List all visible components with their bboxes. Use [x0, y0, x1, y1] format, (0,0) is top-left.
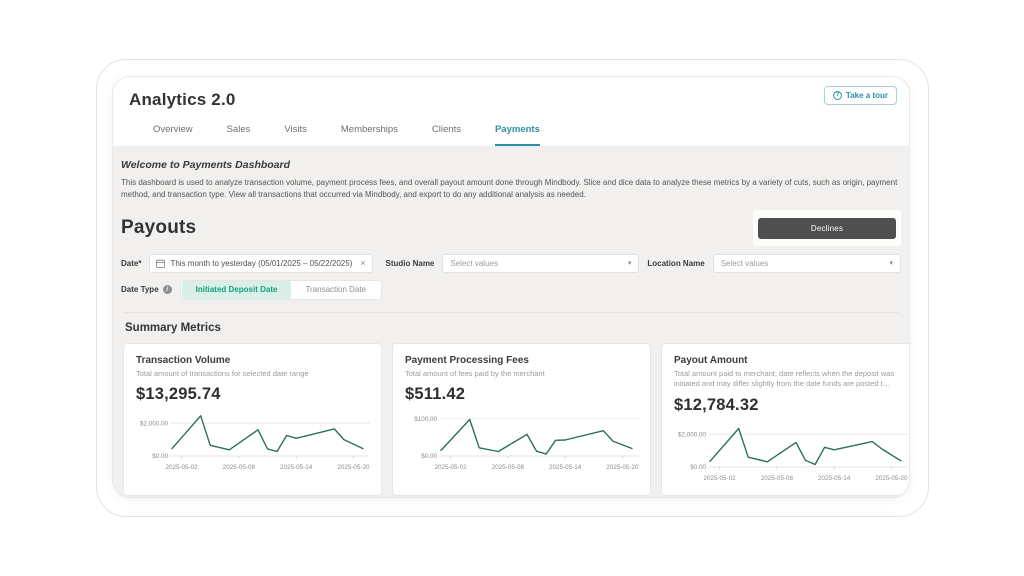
svg-text:$2,000.00: $2,000.00	[140, 421, 169, 428]
svg-text:2025-05-14: 2025-05-14	[280, 464, 313, 471]
help-icon: ?	[832, 91, 842, 100]
metric-value: $12,784.32	[674, 395, 759, 414]
svg-text:$2,000.00: $2,000.00	[678, 431, 707, 438]
declines-highlight-panel: Declines	[753, 210, 901, 247]
chart-container: $2,000.00 $0.00 2025-05-02 2025-05-08 2025-0…	[136, 410, 370, 472]
tab-visits[interactable]: Visits	[284, 124, 307, 135]
date-filter-label: Date*	[121, 258, 142, 268]
date-type-label: Date Type	[121, 285, 159, 295]
card-subtitle: Total amount of transactions for selecte…	[136, 368, 309, 378]
take-a-tour-label: Take a tour	[845, 91, 888, 100]
payouts-heading: Payouts	[121, 217, 197, 239]
tab-clients[interactable]: Clients	[431, 124, 461, 135]
declines-button[interactable]: Declines	[758, 217, 896, 239]
payment-processing-fees-chart: $100.00 $0.00 2025-05-02 2025-05-08 2025-05-…	[414, 416, 639, 471]
card-title: Transaction Volume	[136, 354, 231, 366]
calendar-icon	[156, 259, 166, 268]
card-subtitle: Total amount of fees paid by the merchan…	[405, 368, 545, 378]
location-name-label: Location Name	[647, 258, 705, 268]
svg-text:$0.00: $0.00	[421, 453, 437, 460]
chevron-down-icon: ▾	[889, 260, 893, 268]
chart-container: $100.00 $0.00 2025-05-02 2025-05-08 2025-05-…	[405, 410, 639, 472]
filter-row-primary: Date* This month to yesterday (05/01/202…	[121, 253, 901, 273]
clear-date-icon[interactable]: ×	[360, 258, 366, 269]
take-a-tour-button[interactable]: ? Take a tour	[823, 86, 897, 105]
tab-overview[interactable]: Overview	[153, 124, 193, 135]
toggle-initiated-deposit-date[interactable]: Initiated Deposit Date	[181, 280, 292, 299]
payout-amount-card: Payout Amount Total amount paid to merch…	[661, 342, 909, 496]
tab-memberships[interactable]: Memberships	[340, 124, 398, 135]
page-title: Analytics 2.0	[129, 90, 236, 109]
svg-text:2025-05-08: 2025-05-08	[223, 464, 256, 471]
studio-select-placeholder: Select values	[450, 258, 498, 268]
svg-text:$0.00: $0.00	[690, 464, 706, 471]
date-range-input[interactable]: This month to yesterday (05/01/2025 – 05…	[149, 253, 374, 273]
location-select-placeholder: Select values	[720, 258, 769, 268]
card-subtitle: Total amount paid to merchant; date refl…	[674, 368, 895, 389]
svg-text:2025-05-02: 2025-05-02	[165, 464, 198, 471]
svg-text:2025-05-14: 2025-05-14	[818, 475, 851, 482]
svg-text:2025-05-08: 2025-05-08	[492, 464, 525, 471]
svg-text:2025-05-14: 2025-05-14	[549, 464, 582, 471]
svg-text:$100.00: $100.00	[414, 416, 437, 423]
summary-metrics-heading: Summary Metrics	[125, 321, 221, 334]
transaction-volume-card: Transaction Volume Total amount of trans…	[123, 342, 382, 496]
analytics-dashboard: Analytics 2.0 ? Take a tour Overview Sal…	[112, 76, 910, 498]
location-name-select[interactable]: Select values ▾	[712, 253, 901, 273]
welcome-description: This dashboard is used to analyze transa…	[121, 178, 898, 200]
transaction-volume-chart: $2,000.00 $0.00 2025-05-02 2025-05-08 2025-0…	[140, 415, 370, 471]
studio-name-select[interactable]: Select values ▾	[442, 253, 640, 273]
dashboard-header: Analytics 2.0 ? Take a tour Overview Sal…	[113, 77, 909, 146]
svg-text:2025-05-20: 2025-05-20	[337, 464, 370, 471]
card-title: Payout Amount	[674, 354, 748, 366]
summary-cards: Transaction Volume Total amount of trans…	[121, 342, 909, 496]
card-title: Payment Processing Fees	[405, 354, 529, 366]
chart-container: $2,000.00 $0.00 2025-05-02 2025-05-08 2025-0…	[674, 421, 908, 483]
tab-sales[interactable]: Sales	[226, 124, 251, 135]
metric-value: $511.42	[405, 385, 466, 404]
svg-text:$0.00: $0.00	[152, 453, 168, 460]
svg-text:2025-05-08: 2025-05-08	[761, 475, 794, 482]
payment-processing-fees-card: Payment Processing Fees Total amount of …	[392, 342, 651, 496]
svg-text:2025-05-20: 2025-05-20	[875, 475, 908, 482]
tab-payments[interactable]: Payments	[494, 124, 540, 146]
dashboard-content: Welcome to Payments Dashboard This dashb…	[113, 146, 909, 497]
info-icon[interactable]: i	[162, 285, 172, 295]
required-asterisk: *	[138, 258, 142, 268]
welcome-heading: Welcome to Payments Dashboard	[121, 159, 291, 171]
svg-text:2025-05-02: 2025-05-02	[434, 464, 467, 471]
date-range-value: This month to yesterday (05/01/2025 – 05…	[170, 258, 353, 268]
payouts-header-row: Payouts Declines	[121, 210, 901, 247]
svg-text:2025-05-20: 2025-05-20	[606, 464, 639, 471]
filter-row-date-type: Date Type i Initiated Deposit Date Trans…	[121, 279, 901, 300]
section-divider	[123, 311, 899, 313]
toggle-transaction-date[interactable]: Transaction Date	[305, 285, 367, 295]
svg-text:2025-05-02: 2025-05-02	[703, 475, 736, 482]
payout-amount-chart: $2,000.00 $0.00 2025-05-02 2025-05-08 2025-0…	[678, 427, 908, 482]
metric-value: $13,295.74	[136, 385, 221, 404]
studio-name-label: Studio Name	[385, 258, 435, 268]
date-type-toggle: Initiated Deposit Date Transaction Date	[179, 279, 383, 300]
chevron-down-icon: ▾	[627, 260, 632, 268]
nav-tabs: Overview Sales Visits Memberships Client…	[153, 124, 891, 146]
